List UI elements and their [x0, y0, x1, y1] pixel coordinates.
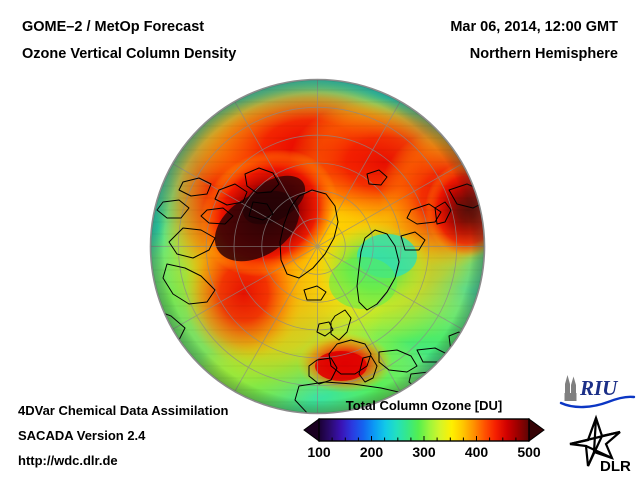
colorbar-title: Total Column Ozone [DU]: [345, 398, 503, 413]
riu-wordmark: RIU: [579, 376, 619, 400]
footer-line-url: http://wdc.dlr.de: [18, 453, 118, 468]
colorbar-tick-0: 100: [307, 444, 331, 460]
product-subtitle: Ozone Vertical Column Density: [22, 46, 237, 62]
colorbar-ticks: [318, 436, 530, 441]
colorbar-tick-1: 200: [359, 444, 384, 460]
colorbar: Total Column Ozone [DU]: [300, 398, 548, 470]
dlr-pinwheel-icon: [569, 414, 621, 467]
colorbar-tick-2: 300: [412, 444, 436, 460]
riu-towers-icon: [564, 375, 577, 401]
colorbar-extend-low: [303, 418, 320, 442]
riu-logo: RIU: [559, 375, 636, 409]
footer-line-method: 4DVar Chemical Data Assimilation: [18, 403, 229, 418]
orthographic-projection: [149, 78, 486, 415]
valid-datetime: Mar 06, 2014, 12:00 GMT: [450, 19, 618, 35]
colorbar-tick-3: 400: [464, 444, 489, 460]
globe-map: [149, 78, 486, 415]
page-title: GOME–2 / MetOp Forecast: [22, 19, 205, 35]
region-label: Northern Hemisphere: [469, 46, 618, 62]
colorbar-scale: [303, 418, 545, 442]
ozone-field: [150, 79, 485, 414]
dlr-logo: DLR: [569, 414, 631, 474]
riu-swoosh-icon: [559, 395, 636, 409]
dlr-wordmark: DLR: [600, 458, 631, 474]
colorbar-tick-4: 500: [517, 444, 541, 460]
colorbar-extend-high: [528, 418, 545, 442]
globe-limb: [149, 78, 486, 415]
footer-line-version: SACADA Version 2.4: [18, 428, 146, 443]
